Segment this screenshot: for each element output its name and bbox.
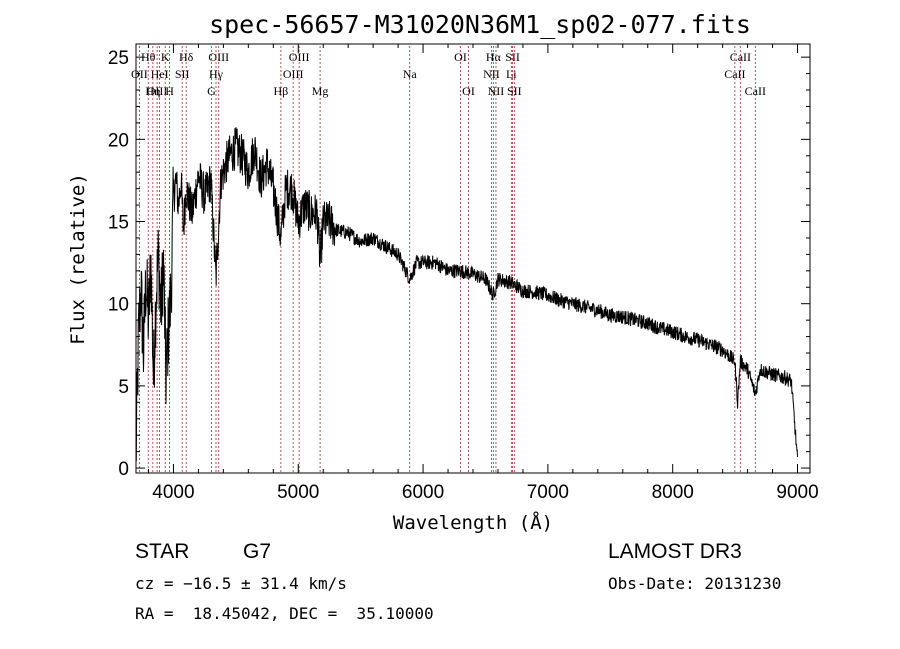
line-label: OIII <box>147 84 168 98</box>
object-class: STAR <box>135 540 190 563</box>
line-label: OI <box>454 50 467 64</box>
line-label: CaII <box>745 84 766 98</box>
line-label: H <box>165 84 174 98</box>
line-label: CaII <box>730 50 751 64</box>
spectrum-series <box>135 127 798 462</box>
line-label: OIII <box>289 50 310 64</box>
line-label: HeI <box>151 67 169 81</box>
x-axis-label: Wavelength (Å) <box>393 511 553 534</box>
x-tick-label: 7000 <box>527 482 569 503</box>
redshift-velocity: cz = −16.5 ± 31.4 km/s <box>135 574 347 593</box>
line-label: Hη <box>145 84 160 98</box>
line-label: SII <box>175 67 190 81</box>
line-label: OIII <box>208 50 229 64</box>
line-label: G <box>207 84 216 98</box>
y-tick-label: 10 <box>108 295 129 316</box>
line-label: SII <box>505 50 520 64</box>
object-subclass: G7 <box>243 540 272 563</box>
line-label: Li <box>506 67 517 81</box>
line-label: Hβ <box>274 84 289 98</box>
line-label: Hγ <box>209 67 224 81</box>
y-tick-label: 0 <box>118 459 129 480</box>
y-tick-label: 25 <box>108 48 129 69</box>
line-label: Mg <box>312 84 329 98</box>
line-label: Hδ <box>179 50 194 64</box>
plot-frame <box>135 43 811 474</box>
line-label: K <box>161 50 170 64</box>
y-tick-label: 15 <box>108 213 129 234</box>
line-label: Hθ <box>141 50 156 64</box>
x-tick-label: 6000 <box>402 482 444 503</box>
y-tick-label: 5 <box>118 377 129 398</box>
x-tick-label: 8000 <box>652 482 694 503</box>
line-label: NII <box>483 67 500 81</box>
observation-date: Obs-Date: 20131230 <box>608 574 782 593</box>
line-label: OIII <box>283 67 304 81</box>
line-label: NII <box>488 84 505 98</box>
x-tick-label: 4000 <box>152 482 194 503</box>
y-tick-label: 20 <box>108 130 129 151</box>
x-axis: 4000 5000 6000 7000 8000 9000 <box>147 44 819 503</box>
y-axis-label: Flux (relative) <box>67 173 89 345</box>
coordinates: RA = 18.45042, DEC = 35.10000 <box>135 604 434 623</box>
x-tick-label: 5000 <box>277 482 319 503</box>
line-label: CaII <box>724 67 745 81</box>
line-label: OI <box>462 84 475 98</box>
chart-title: spec-56657-M31020N36M1_sp02-077.fits <box>209 10 751 39</box>
y-axis: 0 5 10 15 20 25 <box>108 48 810 480</box>
line-label: Hα <box>486 50 502 64</box>
line-label: SII <box>507 84 522 98</box>
spectrum-line <box>135 127 798 462</box>
survey-name: LAMOST DR3 <box>608 540 742 563</box>
line-label: Na <box>403 67 418 81</box>
x-tick-label: 9000 <box>776 482 818 503</box>
